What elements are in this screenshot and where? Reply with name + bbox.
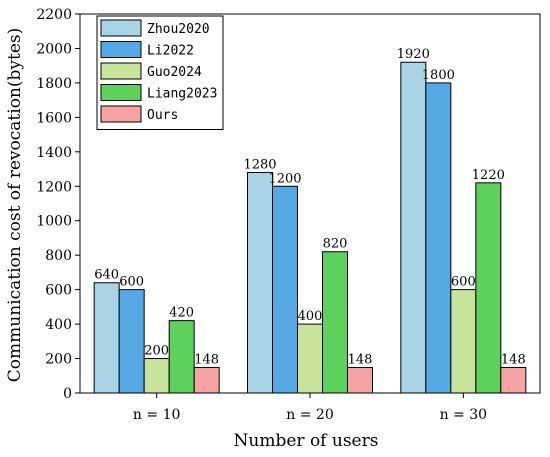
data-label: 640: [94, 268, 119, 283]
y-tick-label: 2200: [36, 7, 72, 23]
data-label: 600: [451, 275, 476, 290]
legend-swatch: [100, 105, 142, 123]
x-axis-title: Number of users: [234, 431, 379, 451]
legend-swatch: [100, 62, 142, 80]
legend-label: Li2022: [147, 44, 194, 59]
bar: [118, 289, 145, 394]
bar: [475, 182, 502, 394]
bar: [193, 367, 220, 394]
data-label: 600: [119, 275, 144, 290]
bar: [450, 289, 477, 394]
y-tick-label: 2000: [36, 41, 72, 57]
data-label: 1280: [243, 157, 276, 172]
y-tick-label: 1800: [36, 76, 72, 92]
legend-label: Liang2023: [147, 87, 217, 102]
y-tick-label: 200: [45, 352, 72, 368]
y-tick-label: 0: [63, 386, 72, 402]
y-axis-title: Communication cost of revocation(bytes): [5, 28, 25, 382]
data-label: 1920: [397, 47, 430, 62]
data-label: 200: [144, 344, 169, 359]
bar: [143, 358, 170, 394]
bar: [500, 367, 527, 394]
data-label: 148: [348, 353, 373, 368]
bar: [93, 282, 120, 394]
x-tick-label: n = 10: [133, 407, 180, 423]
bar: [347, 367, 373, 394]
y-tick-label: 1400: [36, 145, 72, 161]
legend: Zhou2020 Li2022 Guo2024 Liang2023 Ours: [96, 15, 224, 130]
legend-label: Ours: [147, 108, 178, 123]
data-label: 1220: [472, 168, 505, 183]
data-label: 420: [169, 306, 194, 321]
data-label: 400: [298, 309, 323, 324]
bar: [297, 323, 323, 394]
legend-swatch: [100, 41, 142, 58]
legend-swatch: [100, 19, 142, 37]
bar: [425, 82, 452, 394]
y-tick-label: 800: [45, 248, 72, 264]
data-label: 820: [323, 237, 348, 252]
y-tick-label: 400: [45, 317, 72, 333]
data-label: 1200: [268, 171, 301, 186]
legend-label: Guo2024: [147, 65, 202, 80]
data-label: 148: [194, 353, 219, 368]
legend-label: Zhou2020: [147, 22, 210, 37]
bar: [272, 185, 298, 394]
bar: [168, 320, 195, 394]
bar: [247, 171, 273, 394]
y-tick-label: 1600: [36, 110, 72, 126]
y-tick-label: 600: [45, 283, 72, 299]
legend-swatch: [100, 84, 142, 101]
bar: [322, 251, 348, 394]
plot-area: 0 200 400 600 800 1000 1200 1400 1600 1800 2000 220…: [36, 7, 541, 423]
y-tick-label: 1200: [36, 179, 72, 195]
y-tick-label: 1000: [36, 214, 72, 230]
data-label: 1800: [422, 68, 455, 83]
x-tick-label: n = 20: [286, 407, 333, 423]
data-label: 148: [501, 353, 526, 368]
bar: [400, 61, 427, 394]
x-tick-label: n = 30: [440, 407, 487, 423]
